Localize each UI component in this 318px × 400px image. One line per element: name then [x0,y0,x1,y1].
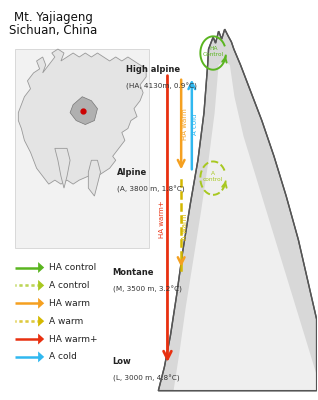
Text: Alpine: Alpine [117,168,148,177]
Polygon shape [38,298,44,309]
Polygon shape [70,97,97,124]
Text: A
control: A control [203,171,223,182]
Polygon shape [55,148,70,188]
Text: High alpine: High alpine [126,65,181,74]
Text: (A, 3800 m, 1.8°C): (A, 3800 m, 1.8°C) [117,186,185,193]
FancyBboxPatch shape [15,49,149,248]
Text: (HA, 4130m, 0.9°C): (HA, 4130m, 0.9°C) [126,83,197,90]
Text: A control: A control [49,281,89,290]
Text: (M, 3500 m, 3.2°C): (M, 3500 m, 3.2°C) [113,286,182,293]
Text: Montane: Montane [113,268,154,277]
Text: (L, 3000 m, 4.8°C): (L, 3000 m, 4.8°C) [113,375,179,382]
Polygon shape [174,61,317,391]
Text: HA
Control: HA Control [203,46,224,57]
Text: HA warm+: HA warm+ [49,334,97,344]
Polygon shape [158,29,317,391]
Text: Sichuan, China: Sichuan, China [9,24,97,38]
Polygon shape [18,49,146,184]
Text: Mt. Yajiageng: Mt. Yajiageng [14,11,93,24]
Polygon shape [38,280,44,291]
Text: HA warm: HA warm [49,299,90,308]
Text: A warm: A warm [49,317,83,326]
Text: HA control: HA control [49,263,96,272]
Text: HA warm: HA warm [182,109,188,140]
Text: A cold: A cold [192,114,198,135]
Text: Low: Low [113,357,131,366]
Polygon shape [38,262,44,273]
Text: HA warm+: HA warm+ [159,200,165,238]
Polygon shape [38,352,44,362]
Polygon shape [38,316,44,327]
Text: A cold: A cold [49,352,77,362]
Polygon shape [38,334,44,344]
Polygon shape [88,160,100,196]
Text: A warm: A warm [182,214,188,240]
